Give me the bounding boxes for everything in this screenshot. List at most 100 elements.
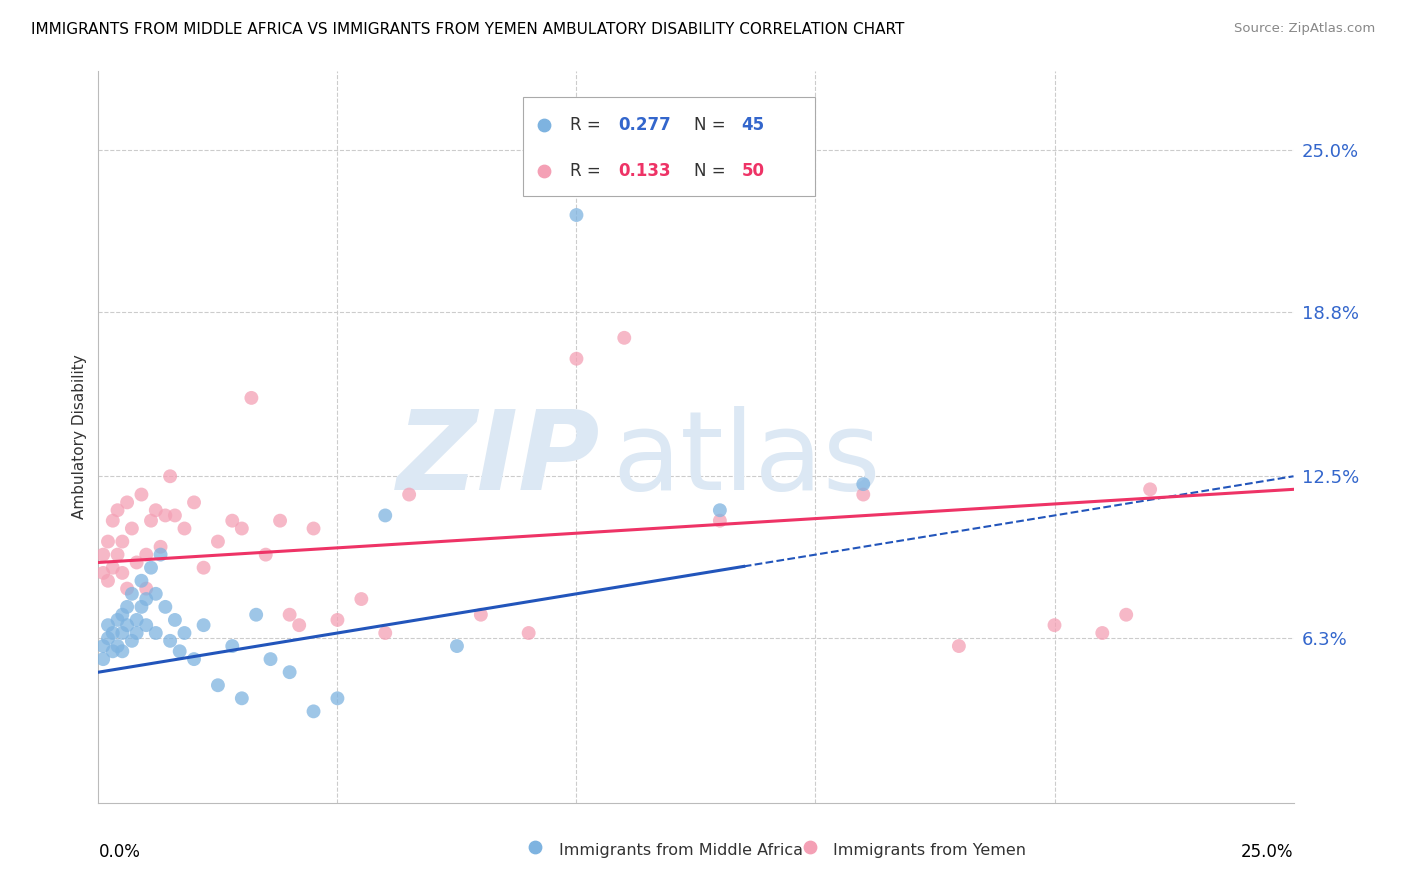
Point — [163, 508, 186, 523]
Point — [446, 639, 468, 653]
Point — [221, 514, 243, 528]
Point — [1091, 626, 1114, 640]
Y-axis label: Ambulatory Disability: Ambulatory Disability — [72, 355, 87, 519]
Point — [207, 534, 229, 549]
Text: 25.0%: 25.0% — [1241, 843, 1294, 861]
Point — [125, 556, 148, 570]
Point — [326, 691, 349, 706]
Text: 0.277: 0.277 — [619, 116, 671, 134]
Point — [517, 626, 540, 640]
Text: Immigrants from Yemen: Immigrants from Yemen — [834, 843, 1026, 858]
Point — [101, 514, 124, 528]
Point — [97, 574, 120, 588]
Point — [131, 599, 153, 614]
Point — [231, 691, 253, 706]
Point — [121, 587, 143, 601]
Point — [91, 652, 114, 666]
Text: atlas: atlas — [613, 406, 880, 513]
Point — [125, 626, 148, 640]
Point — [115, 618, 138, 632]
Point — [159, 633, 181, 648]
Point — [159, 469, 181, 483]
Text: Immigrants from Middle Africa: Immigrants from Middle Africa — [558, 843, 803, 858]
Point — [115, 582, 138, 596]
Point — [326, 613, 349, 627]
Point — [155, 599, 177, 614]
Point — [111, 607, 134, 622]
Point — [97, 618, 120, 632]
Point — [101, 644, 124, 658]
Text: 0.0%: 0.0% — [98, 843, 141, 861]
Point — [135, 618, 157, 632]
Point — [139, 560, 162, 574]
Text: IMMIGRANTS FROM MIDDLE AFRICA VS IMMIGRANTS FROM YEMEN AMBULATORY DISABILITY COR: IMMIGRANTS FROM MIDDLE AFRICA VS IMMIGRA… — [31, 22, 904, 37]
Point — [173, 521, 195, 535]
Text: R =: R = — [571, 116, 606, 134]
Point — [111, 534, 134, 549]
Point — [107, 503, 129, 517]
Point — [1139, 483, 1161, 497]
Point — [121, 633, 143, 648]
Point — [107, 548, 129, 562]
Point — [145, 626, 167, 640]
Point — [470, 607, 492, 622]
Point — [149, 540, 172, 554]
Point — [91, 548, 114, 562]
Point — [269, 514, 291, 528]
Point — [288, 618, 311, 632]
Point — [374, 626, 396, 640]
Point — [163, 613, 186, 627]
Text: 50: 50 — [741, 162, 765, 180]
Text: R =: R = — [571, 162, 606, 180]
Point — [350, 592, 373, 607]
Point — [254, 548, 277, 562]
Point — [613, 331, 636, 345]
Text: 45: 45 — [741, 116, 765, 134]
Point — [1043, 618, 1066, 632]
Text: Source: ZipAtlas.com: Source: ZipAtlas.com — [1234, 22, 1375, 36]
Point — [111, 626, 134, 640]
Point — [221, 639, 243, 653]
Point — [240, 391, 263, 405]
Point — [135, 592, 157, 607]
Point — [101, 560, 124, 574]
Point — [115, 495, 138, 509]
Point — [193, 560, 215, 574]
Point — [173, 626, 195, 640]
Point — [135, 582, 157, 596]
Point — [852, 477, 875, 491]
Point — [709, 503, 731, 517]
Point — [302, 705, 325, 719]
Point — [101, 626, 124, 640]
Point — [91, 566, 114, 580]
Point — [278, 607, 301, 622]
Point — [948, 639, 970, 653]
Point — [149, 548, 172, 562]
Point — [145, 587, 167, 601]
Point — [398, 487, 420, 501]
Point — [169, 644, 191, 658]
Point — [207, 678, 229, 692]
Point — [259, 652, 281, 666]
Text: 0.133: 0.133 — [619, 162, 671, 180]
Point — [131, 487, 153, 501]
Point — [107, 613, 129, 627]
Point — [183, 652, 205, 666]
Point — [245, 607, 267, 622]
Point — [1115, 607, 1137, 622]
Point — [131, 574, 153, 588]
Point — [302, 521, 325, 535]
Point — [111, 644, 134, 658]
Point — [139, 514, 162, 528]
Point — [278, 665, 301, 680]
Point — [155, 508, 177, 523]
Point — [183, 495, 205, 509]
Point — [565, 351, 588, 366]
Point — [107, 639, 129, 653]
Point — [97, 534, 120, 549]
FancyBboxPatch shape — [523, 97, 815, 195]
Point — [135, 548, 157, 562]
Point — [565, 208, 588, 222]
Text: ZIP: ZIP — [396, 406, 600, 513]
Point — [231, 521, 253, 535]
